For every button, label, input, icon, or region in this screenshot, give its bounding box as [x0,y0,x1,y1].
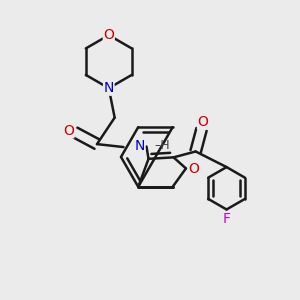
Text: O: O [198,115,208,129]
Text: –H: –H [154,139,170,152]
Text: N: N [103,81,114,95]
Text: N: N [134,139,145,153]
Text: O: O [63,124,74,138]
Text: O: O [103,28,114,42]
Text: O: O [189,162,200,176]
Text: F: F [223,212,231,226]
